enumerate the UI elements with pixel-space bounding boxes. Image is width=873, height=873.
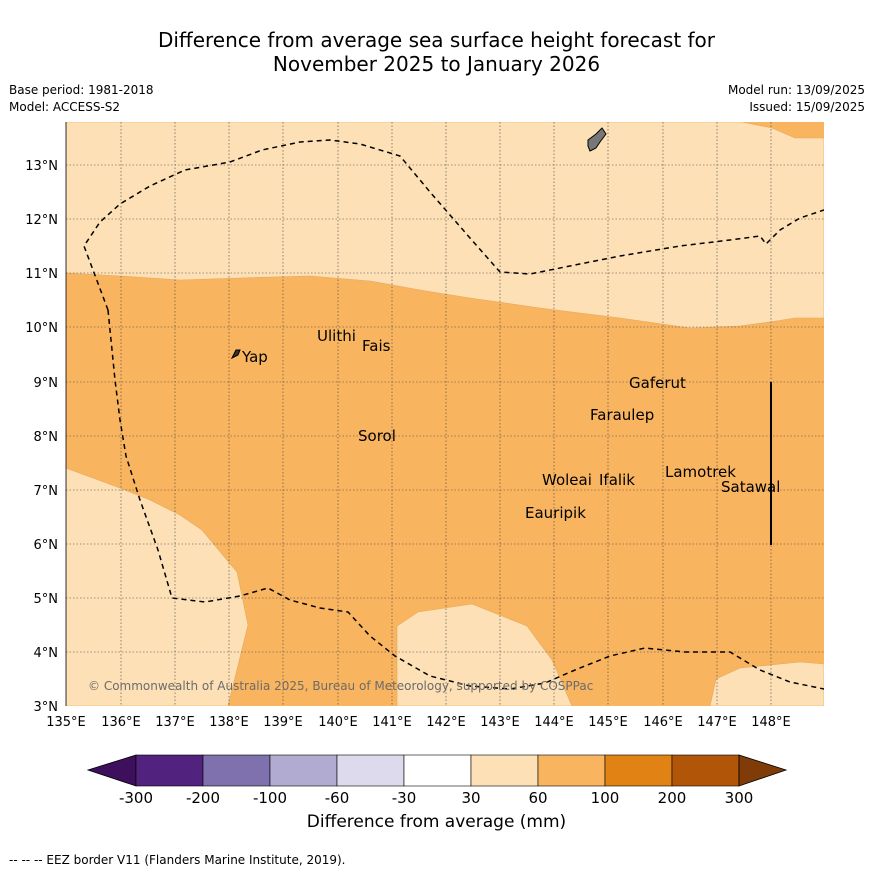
- lon-label: 137°E: [155, 715, 195, 730]
- lon-label: 144°E: [534, 715, 574, 730]
- gridlines: [66, 122, 824, 706]
- lon-label: 136°E: [101, 715, 141, 730]
- place-labels: Yap Ulithi Fais Sorol Gaferut Faraulep W…: [241, 327, 780, 522]
- place-label-sorol: Sorol: [358, 427, 396, 445]
- lat-label: 7°N: [34, 484, 59, 499]
- place-label-faraulep: Faraulep: [590, 406, 654, 424]
- colorbar-tick: 200: [658, 789, 687, 807]
- colorbar-segment: [202, 754, 271, 787]
- place-label-woleai: Woleai: [542, 471, 592, 489]
- colorbar-segment: [470, 754, 539, 787]
- colorbar-segment: [135, 754, 204, 787]
- colorbar-tick: -30: [392, 789, 417, 807]
- colorbar-title: Difference from average (mm): [306, 812, 567, 832]
- lon-label: 148°E: [751, 715, 791, 730]
- colorbar-tick: 60: [528, 789, 547, 807]
- colorbar-extend-max: [738, 754, 788, 787]
- model-name: Model: ACCESS-S2: [9, 100, 121, 114]
- title-line-2: November 2025 to January 2026: [272, 52, 601, 76]
- place-label-ulithi: Ulithi: [317, 327, 356, 345]
- lat-label: 3°N: [34, 700, 59, 715]
- model-run: Model run: 13/09/2025: [727, 83, 865, 97]
- colorbar-tick: -300: [119, 789, 153, 807]
- guam-island-shape: [587, 127, 607, 152]
- meta-left: Base period: 1981-2018 Model: ACCESS-S2: [9, 82, 154, 116]
- lon-label: 147°E: [697, 715, 737, 730]
- lat-label: 4°N: [34, 646, 59, 661]
- colorbar-tick: 100: [591, 789, 620, 807]
- lat-label: 6°N: [34, 538, 59, 553]
- lat-label: 8°N: [34, 430, 59, 445]
- lat-label: 5°N: [34, 592, 59, 607]
- colorbar-segment: [269, 754, 338, 787]
- colorbar-tick: -60: [325, 789, 350, 807]
- lon-label: 139°E: [263, 715, 303, 730]
- colorbar-segment: [604, 754, 673, 787]
- lon-label: 146°E: [643, 715, 683, 730]
- lon-label: 143°E: [480, 715, 520, 730]
- lon-label: 135°E: [46, 715, 86, 730]
- place-label-eauripik: Eauripik: [525, 504, 586, 522]
- place-label-ifalik: Ifalik: [599, 471, 635, 489]
- place-label-satawal: Satawal: [721, 478, 780, 496]
- place-label-fais: Fais: [362, 337, 391, 355]
- colorbar-tick: -200: [186, 789, 220, 807]
- lon-label: 140°E: [318, 715, 358, 730]
- lon-label: 142°E: [426, 715, 466, 730]
- meta-right: Model run: 13/09/2025 Issued: 15/09/2025: [728, 82, 865, 116]
- place-label-yap: Yap: [241, 348, 268, 366]
- eez-footnote: -- -- -- EEZ border V11 (Flanders Marine…: [9, 853, 346, 867]
- anomaly-30-60-north: [66, 122, 824, 329]
- lon-tick-labels: 135°E 136°E 137°E 138°E 139°E 140°E 141°…: [46, 715, 791, 730]
- copyright-text: © Commonwealth of Australia 2025, Bureau…: [88, 679, 593, 693]
- title-line-1: Difference from average sea surface heig…: [157, 28, 716, 52]
- colorbar-tick-labels: -300 -200 -100 -60 -30 30 60 100 200 300: [119, 789, 753, 807]
- chart-title: Difference from average sea surface heig…: [0, 28, 873, 76]
- colorbar-segment: [671, 754, 740, 787]
- lat-label: 10°N: [25, 321, 58, 336]
- base-period: Base period: 1981-2018: [9, 83, 154, 97]
- place-label-gaferut: Gaferut: [629, 374, 686, 392]
- map-area: Yap Ulithi Fais Sorol Gaferut Faraulep W…: [66, 122, 824, 706]
- lat-tick-labels: 3°N 4°N 5°N 6°N 7°N 8°N 9°N 10°N 11°N 12…: [25, 159, 58, 715]
- place-label-lamotrek: Lamotrek: [665, 463, 736, 481]
- colorbar-extend-min: [86, 754, 137, 787]
- yap-island-shape: [230, 349, 241, 360]
- anomaly-30-60-southeast: [709, 661, 824, 706]
- colorbar-tick: -100: [253, 789, 287, 807]
- issued-date: Issued: 15/09/2025: [749, 100, 865, 114]
- eez-border-south: [107, 309, 824, 690]
- anomaly-30-60-southwest: [66, 467, 249, 706]
- anomaly-30-60-south: [396, 603, 573, 706]
- lon-label: 145°E: [588, 715, 628, 730]
- colorbar: -300 -200 -100 -60 -30 30 60 100 200 300: [86, 754, 788, 807]
- lat-label: 11°N: [25, 267, 58, 282]
- lon-label: 138°E: [209, 715, 249, 730]
- colorbar-tick: 300: [725, 789, 754, 807]
- colorbar-segment: [537, 754, 606, 787]
- colorbar-segment: [336, 754, 405, 787]
- lat-label: 9°N: [34, 376, 59, 391]
- lon-label: 141°E: [372, 715, 412, 730]
- lat-label: 13°N: [25, 159, 58, 174]
- colorbar-segment: [403, 754, 472, 787]
- lat-label: 12°N: [25, 213, 58, 228]
- colorbar-tick: 30: [461, 789, 480, 807]
